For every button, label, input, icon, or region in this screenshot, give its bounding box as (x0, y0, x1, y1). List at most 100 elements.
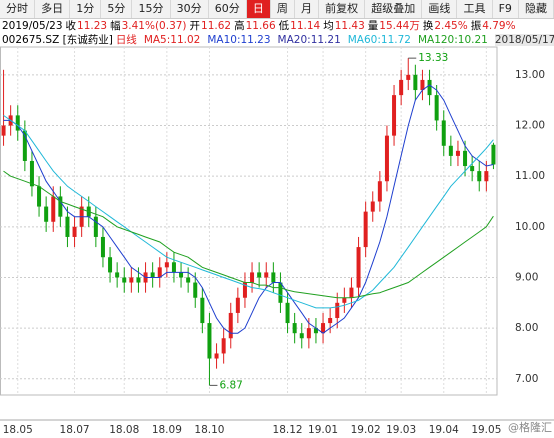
candle-body (399, 79, 404, 96)
tab[interactable]: 60分 (209, 0, 247, 18)
legend-item: MA20:11.21 (277, 34, 341, 46)
candle-body (292, 323, 297, 334)
annotation: 13.33 (418, 52, 448, 64)
plot-frame (0, 46, 498, 396)
tab[interactable]: 30分 (171, 0, 209, 18)
tab[interactable]: 多日 (35, 0, 71, 18)
quote-label: 幅 (110, 20, 121, 32)
x-tick-label: 18.09 (152, 424, 182, 436)
candle-body (427, 79, 432, 96)
quote-value: 4.79% (482, 20, 516, 32)
candle-body (250, 272, 255, 283)
candle-body (122, 277, 127, 283)
quote-label: 换 (422, 20, 434, 32)
quote-value: 3.41%(0.37) (121, 20, 187, 32)
y-tick-label: 7.00 (515, 373, 538, 385)
candle-body (228, 312, 233, 339)
tab[interactable]: 1分 (70, 0, 102, 18)
annotation: 6.87 (219, 379, 242, 391)
tab[interactable]: 15分 (132, 0, 171, 18)
quote-value: 11.14 (290, 20, 321, 32)
candle-body (242, 282, 247, 298)
quote-label: 开 (189, 20, 201, 32)
tab[interactable]: 5分 (101, 0, 133, 18)
candle-body (214, 353, 219, 359)
y-tick-label: 10.00 (515, 221, 545, 233)
candle-body (477, 171, 482, 182)
candle-body (313, 328, 318, 334)
candle-body (455, 150, 460, 156)
x-tick-label: 18.12 (273, 424, 303, 436)
x-tick-label: 19.03 (386, 424, 416, 436)
quote-value: 11.43 (334, 20, 365, 32)
candle-body (100, 236, 105, 258)
quote-label: 高 (234, 20, 245, 32)
candle-body (157, 267, 162, 278)
quote-value: 11.23 (77, 20, 108, 32)
candle-body (179, 272, 184, 278)
quote-label: 均 (323, 20, 334, 32)
candle-body (335, 302, 340, 319)
tab[interactable]: 周 (271, 0, 295, 18)
quote-label: 低 (278, 20, 290, 32)
x-tick-label: 18.07 (60, 424, 90, 436)
candle-body (271, 272, 276, 283)
candle-body (44, 206, 49, 222)
toolbar: 分时 多日 1分 5分 15分 30分 60分日周月前复权 超级叠加 画线 工具 F9 隐藏 (0, 0, 554, 19)
legend-item: MA10:11.23 (207, 34, 271, 46)
candle-body (150, 272, 155, 278)
x-tick-label: 18.10 (194, 424, 224, 436)
quote-label: 收 (65, 20, 77, 32)
tab[interactable]: 分时 (0, 0, 36, 18)
candle-body (321, 323, 326, 334)
y-tick-label: 8.00 (515, 322, 538, 334)
candle-body (186, 277, 191, 283)
stock-code: 002675.SZ [东诚药业] (2, 34, 113, 46)
ma-line (3, 170, 494, 299)
ma-line (3, 114, 494, 309)
candle-body (356, 247, 361, 288)
tab[interactable]: 画线 (422, 0, 458, 18)
candle-body (328, 318, 333, 324)
candle-body (278, 282, 283, 303)
candle-body (470, 166, 475, 172)
y-tick-label: 9.00 (515, 271, 538, 283)
candle-body (58, 196, 63, 217)
x-tick-label: 19.04 (429, 424, 459, 436)
candle-body (434, 95, 439, 121)
candle-body (264, 272, 269, 278)
candle-body (420, 79, 425, 91)
quote-value: 11.66 (245, 20, 276, 32)
candle-body (115, 272, 120, 278)
candle-body (441, 120, 446, 146)
legend-item: MA120:10.21 (417, 34, 488, 46)
tab[interactable]: 日 (246, 0, 271, 18)
tab[interactable]: 前复权 (319, 0, 366, 18)
quote-value: 11.62 (201, 20, 232, 32)
y-tick-label: 12.00 (515, 120, 545, 132)
candle-body (363, 211, 368, 248)
quote-value: 2.45% (434, 20, 468, 32)
candle-body (285, 302, 290, 324)
tab[interactable]: 月 (295, 0, 320, 18)
candle-body (108, 257, 113, 273)
candle-body (257, 272, 262, 278)
candle-body (384, 135, 389, 182)
candle-body (413, 74, 418, 91)
tab[interactable]: F9 (493, 0, 519, 18)
tab[interactable]: 工具 (457, 0, 493, 18)
x-tick-label: 18.05 (3, 424, 33, 436)
watermark: @格隆汇 (508, 420, 552, 434)
candle-body (377, 181, 382, 202)
candle-body (37, 186, 42, 207)
x-tick-label: 19.01 (308, 424, 338, 436)
y-tick-label: 11.00 (515, 170, 545, 182)
tab[interactable]: 超级叠加 (365, 0, 423, 18)
candle-body (200, 297, 205, 324)
candle-body (342, 297, 347, 303)
candle-body (392, 95, 397, 136)
y-tick-label: 13.00 (515, 69, 545, 81)
candle-body (171, 262, 176, 273)
candle-body (370, 201, 375, 212)
